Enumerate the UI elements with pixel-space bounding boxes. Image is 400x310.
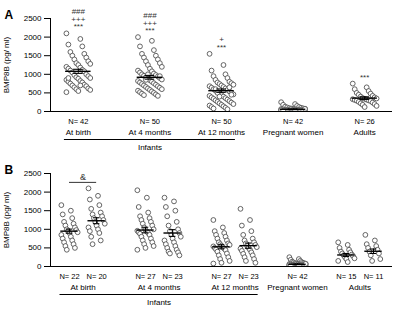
svg-text:2000: 2000 — [24, 188, 42, 197]
svg-text:N= 27: N= 27 — [211, 272, 231, 281]
svg-text:###+++***: ###+++*** — [143, 11, 157, 35]
svg-text:500: 500 — [28, 243, 42, 252]
svg-text:N= 26: N= 26 — [355, 117, 375, 126]
svg-text:B: B — [5, 163, 14, 177]
svg-text:BMP8B (pg/ ml): BMP8B (pg/ ml) — [2, 191, 11, 248]
svg-text:2500: 2500 — [24, 14, 42, 23]
svg-text:Infants: Infants — [147, 298, 171, 307]
svg-text:N= 23: N= 23 — [239, 272, 259, 281]
svg-text:N= 22: N= 22 — [59, 272, 79, 281]
svg-text:At 4 months: At 4 months — [138, 283, 181, 292]
svg-text:1000: 1000 — [24, 225, 42, 234]
svg-text:N= 50: N= 50 — [140, 117, 160, 126]
svg-text:&: & — [80, 172, 86, 182]
svg-text:BMP8B (pg/ ml): BMP8B (pg/ ml) — [2, 36, 11, 93]
svg-text:1500: 1500 — [24, 206, 42, 215]
svg-text:Adults: Adults — [349, 283, 371, 292]
svg-text:2500: 2500 — [24, 169, 42, 178]
svg-text:At birth: At birth — [70, 283, 95, 292]
svg-text:0: 0 — [37, 107, 42, 116]
svg-text:***: *** — [360, 73, 369, 82]
svg-text:N= 42: N= 42 — [283, 117, 303, 126]
svg-text:N= 23: N= 23 — [163, 272, 183, 281]
svg-text:1000: 1000 — [24, 70, 42, 79]
svg-text:N= 50: N= 50 — [211, 117, 231, 126]
svg-text:At 4 months: At 4 months — [129, 128, 172, 137]
svg-text:N= 27: N= 27 — [135, 272, 155, 281]
svg-text:Pregnant women: Pregnant women — [263, 128, 323, 137]
svg-text:1500: 1500 — [24, 51, 42, 60]
svg-text:N= 15: N= 15 — [336, 272, 356, 281]
svg-text:2000: 2000 — [24, 33, 42, 42]
svg-text:Pregnant women: Pregnant women — [267, 283, 327, 292]
svg-text:N= 20: N= 20 — [87, 272, 107, 281]
svg-text:+***: +*** — [217, 35, 226, 52]
svg-text:At birth: At birth — [66, 128, 91, 137]
svg-text:N= 42: N= 42 — [287, 272, 307, 281]
svg-text:0: 0 — [37, 262, 42, 271]
svg-text:N= 11: N= 11 — [364, 272, 384, 281]
svg-text:At 12 months: At 12 months — [198, 128, 245, 137]
svg-text:Infants: Infants — [138, 143, 162, 152]
svg-text:At 12 months: At 12 months — [212, 283, 259, 292]
svg-text:###+++***: ###+++*** — [71, 7, 85, 31]
svg-text:A: A — [5, 8, 14, 22]
svg-text:Adults: Adults — [354, 128, 376, 137]
svg-text:N= 42: N= 42 — [68, 117, 88, 126]
svg-text:500: 500 — [28, 88, 42, 97]
